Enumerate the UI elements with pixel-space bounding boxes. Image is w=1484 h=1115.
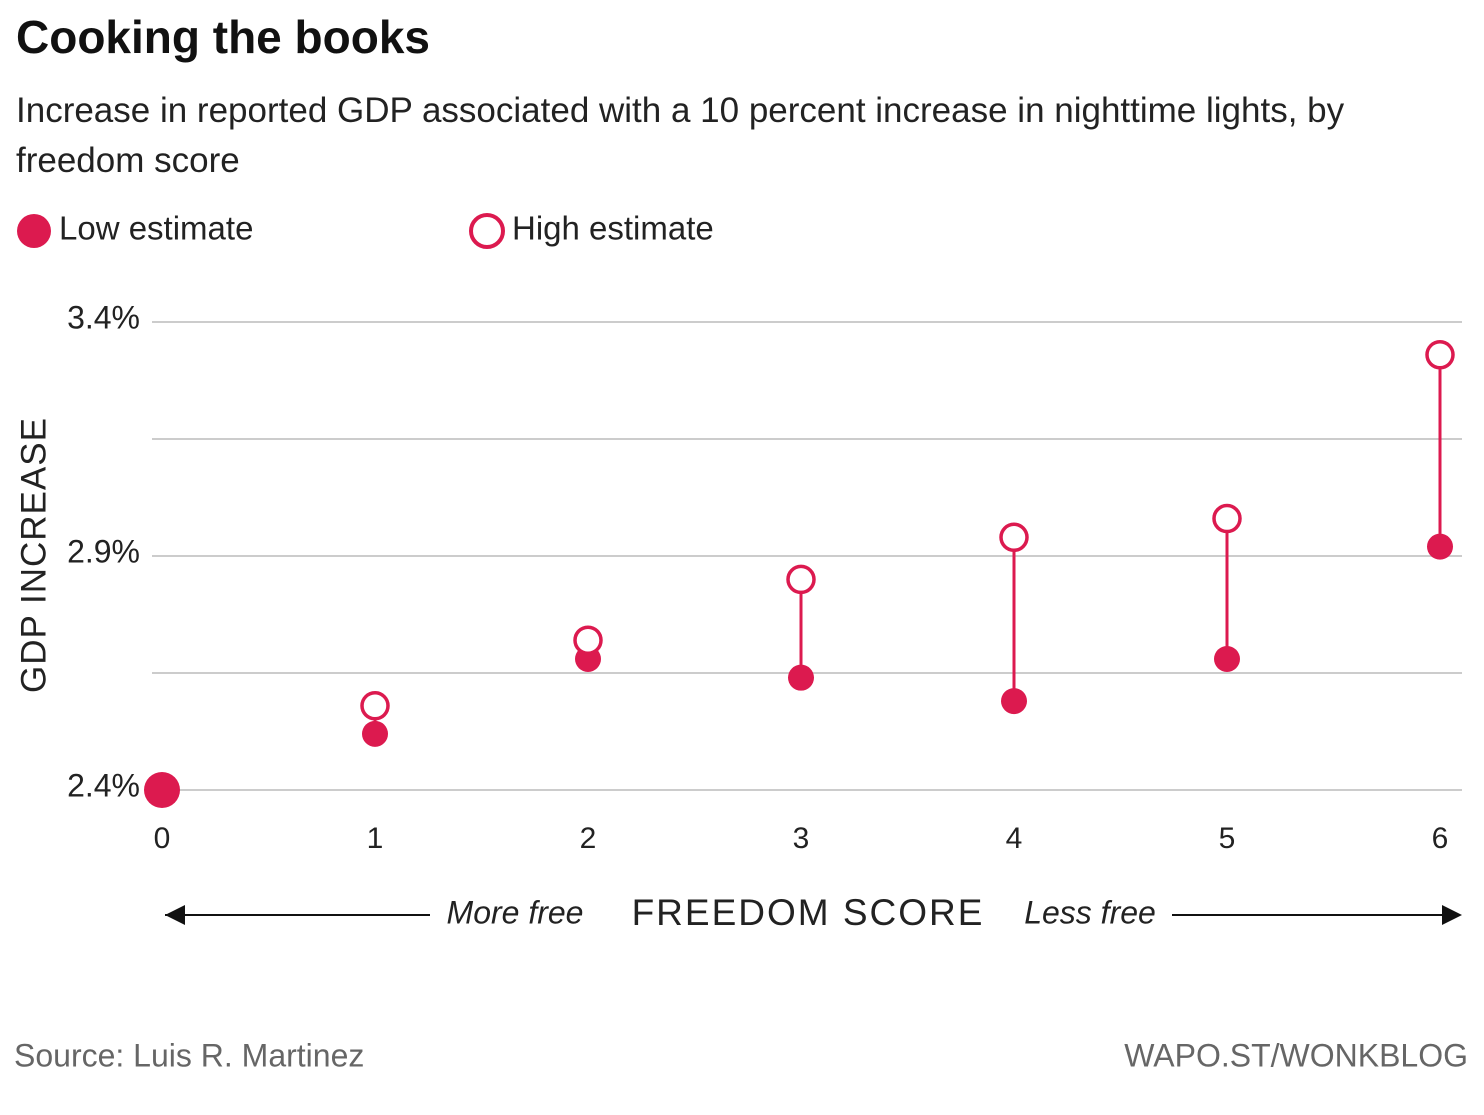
dot — [1214, 645, 1240, 672]
dot — [362, 720, 388, 747]
dot — [786, 564, 816, 595]
x-tick-label: 1 — [367, 822, 384, 855]
y-tick-label: 2.4% — [67, 767, 140, 803]
chart-subtitle: Increase in reported GDP associated with… — [16, 91, 1345, 180]
legend-marker — [17, 214, 51, 248]
source: Source: Luis R. Martinez — [14, 1037, 364, 1073]
x-tick-label: 4 — [1006, 822, 1023, 855]
x-tick-label: 0 — [154, 822, 171, 855]
x-tick-label: 5 — [1219, 822, 1236, 855]
x-tick-label: 6 — [1432, 822, 1449, 855]
dot — [1425, 340, 1455, 370]
x-tick-label: 3 — [793, 822, 810, 855]
dot — [144, 772, 180, 808]
dot — [1427, 533, 1453, 560]
x-tick-label: 2 — [580, 822, 597, 855]
annotation: More free — [447, 894, 584, 930]
dot — [573, 625, 603, 655]
legend-label: Low estimate — [59, 210, 253, 247]
arrow-head — [165, 905, 185, 925]
dot — [360, 691, 390, 721]
legend-marker — [469, 213, 505, 249]
annotation: Less free — [1024, 894, 1156, 930]
credit: WAPO.ST/WONKBLOG — [1124, 1037, 1468, 1073]
dot — [999, 522, 1029, 553]
dot — [1212, 503, 1242, 534]
y-tick-label: 3.4% — [67, 299, 140, 335]
x-axis-label: FREEDOM SCORE — [632, 892, 985, 933]
chart-title: Cooking the books — [16, 11, 430, 63]
arrow-head — [1442, 905, 1462, 925]
y-tick-label: 2.9% — [67, 533, 140, 569]
dot — [1001, 688, 1027, 715]
y-axis-label: GDP INCREASE — [14, 417, 53, 693]
legend-label: High estimate — [512, 210, 714, 247]
dot — [788, 664, 814, 691]
